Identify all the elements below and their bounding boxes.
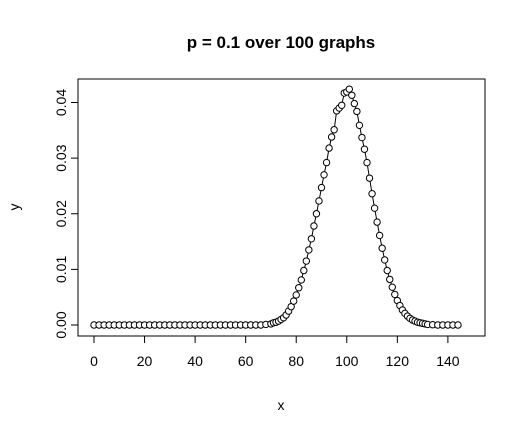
data-point <box>368 190 376 198</box>
data-point <box>355 121 364 130</box>
data-point <box>388 283 396 291</box>
data-point <box>380 256 389 264</box>
data-point <box>295 284 303 292</box>
data-point <box>363 158 371 167</box>
x-tick-label: 0 <box>90 353 98 369</box>
data-point <box>292 291 300 299</box>
data-point <box>373 218 381 226</box>
plot-frame <box>77 78 486 337</box>
data-point <box>317 183 326 192</box>
series-line <box>94 88 458 326</box>
data-point <box>307 235 316 243</box>
data-point <box>289 297 298 305</box>
data-point <box>320 171 328 179</box>
x-tick-label: 60 <box>238 353 254 369</box>
data-point <box>386 275 394 284</box>
data-point <box>358 133 366 142</box>
y-tick-label: 0.00 <box>53 311 69 338</box>
data-point <box>375 231 384 240</box>
x-tick-label: 120 <box>386 353 410 369</box>
data-point <box>310 222 318 230</box>
data-point <box>330 126 338 134</box>
series-points <box>90 85 462 329</box>
data-point <box>327 133 336 141</box>
data-point <box>338 101 346 109</box>
y-tick-label: 0.03 <box>53 144 69 171</box>
data-point <box>325 144 333 152</box>
data-point <box>454 321 462 329</box>
y-tick-label: 0.02 <box>53 200 69 227</box>
data-point <box>353 107 361 116</box>
data-point <box>378 244 386 252</box>
x-axis-label: x <box>278 397 285 413</box>
data-point <box>305 246 313 254</box>
data-point <box>348 91 356 99</box>
x-axis: 0 20 40 60 80 100 120 140 <box>90 335 460 369</box>
data-point <box>345 85 354 93</box>
data-point <box>383 266 391 275</box>
y-axis: 0.00 0.01 0.02 0.03 0.04 <box>53 89 79 339</box>
x-tick-label: 40 <box>187 353 203 369</box>
y-tick-label: 0.04 <box>53 89 69 116</box>
y-axis-label: y <box>6 204 22 211</box>
y-tick-label: 0.01 <box>53 256 69 283</box>
data-point <box>300 266 308 275</box>
data-point <box>322 158 331 167</box>
data-point <box>365 174 374 182</box>
data-point <box>315 197 323 205</box>
data-point <box>370 204 379 212</box>
x-tick-label: 80 <box>288 353 304 369</box>
x-tick-label: 140 <box>436 353 460 369</box>
data-point <box>350 99 359 108</box>
data-point <box>360 145 369 153</box>
x-tick-label: 20 <box>137 353 153 369</box>
data-point <box>302 257 311 265</box>
data-point <box>312 210 321 218</box>
data-point <box>391 290 399 299</box>
x-tick-label: 100 <box>335 353 359 369</box>
data-point <box>297 276 305 284</box>
chart-title: p = 0.1 over 100 graphs <box>187 33 376 52</box>
